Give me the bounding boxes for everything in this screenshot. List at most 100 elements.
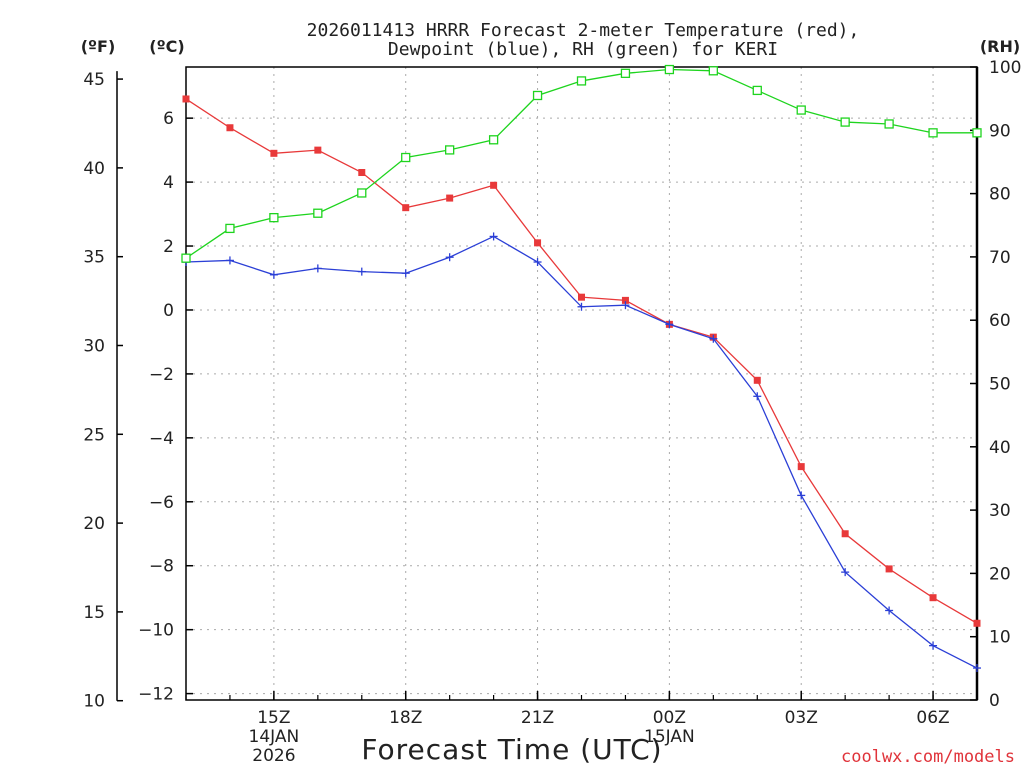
rh-point <box>532 90 543 101</box>
grid-lines <box>186 67 977 700</box>
fahrenheit-unit-label: (ºF) <box>81 37 116 56</box>
celsius-tick-label: 4 <box>163 173 174 193</box>
temperature-point <box>270 149 278 157</box>
rh-tick-label: 0 <box>989 691 1000 711</box>
dewpoint-line <box>185 235 978 669</box>
temperature-point <box>973 619 981 627</box>
dewpoint-point <box>269 270 278 279</box>
rh-point <box>401 152 411 163</box>
fahrenheit-tick-label: 30 <box>83 336 105 356</box>
dewpoint-point <box>665 320 674 329</box>
temperature-point <box>797 463 805 471</box>
fahrenheit-tick-label: 45 <box>83 70 105 90</box>
rh-point <box>357 188 367 198</box>
rh-point <box>752 85 762 96</box>
x-tick-date: 14JAN <box>249 727 300 747</box>
celsius-unit-label: (ºC) <box>149 37 184 56</box>
rh-point <box>488 135 499 145</box>
temperature-point <box>490 181 498 189</box>
dewpoint-point <box>709 334 718 343</box>
temperature-point <box>226 124 234 132</box>
dewpoint-point <box>357 267 366 276</box>
celsius-tick-label: 6 <box>163 109 174 129</box>
x-tick-label: 06Z <box>916 708 949 728</box>
x-tick-year: 2026 <box>252 746 295 766</box>
rh-point <box>884 119 894 129</box>
dewpoint-point <box>973 664 981 673</box>
x-tick-label: 18Z <box>389 708 422 728</box>
rh-tick-label: 10 <box>989 628 1011 648</box>
celsius-tick-label: −6 <box>149 493 174 513</box>
rh-point <box>269 213 279 223</box>
fahrenheit-tick-label: 10 <box>83 692 105 712</box>
rh-tick-label: 70 <box>989 248 1011 268</box>
rh-line <box>185 68 977 259</box>
rh-point <box>620 68 631 78</box>
plot-frame <box>185 66 978 701</box>
celsius-tick-label: 0 <box>163 301 174 321</box>
temperature-point <box>753 376 761 384</box>
dewpoint-point <box>753 392 762 401</box>
fahrenheit-tick-label: 40 <box>83 159 105 179</box>
credit-text: coolwx.com/models <box>841 747 1015 767</box>
rh-tick-label: 30 <box>989 501 1011 521</box>
fahrenheit-tick-label: 15 <box>83 603 105 623</box>
dewpoint-point <box>577 302 586 311</box>
temperature-point <box>885 565 893 573</box>
temperature-point <box>446 194 454 202</box>
rh-point <box>796 105 806 115</box>
dewpoint-point <box>225 256 234 265</box>
temperature-point <box>314 146 322 154</box>
dewpoint-point <box>797 491 806 500</box>
rh-point <box>445 145 455 155</box>
temperature-point <box>534 239 542 247</box>
x-axis-title: Forecast Time (UTC) <box>361 733 662 766</box>
x-tick-label: 21Z <box>521 708 554 728</box>
fahrenheit-tick-label: 20 <box>83 514 105 534</box>
dewpoint-point <box>929 641 938 650</box>
temperature-point <box>841 530 849 538</box>
dewpoint-point <box>401 269 410 278</box>
temperature-point <box>929 594 937 602</box>
rh-point <box>664 64 675 75</box>
celsius-tick-label: −10 <box>138 621 174 641</box>
temperature-point <box>402 204 410 212</box>
celsius-tick-label: −2 <box>149 365 174 385</box>
rh-tick-label: 60 <box>989 311 1011 331</box>
temperature-point <box>621 296 629 304</box>
rh-point <box>708 66 718 76</box>
rh-point <box>972 128 982 138</box>
temperature-point <box>358 169 366 176</box>
x-tick-date: 15JAN <box>644 727 695 747</box>
rh-point <box>313 208 323 218</box>
dewpoint-point <box>445 253 454 262</box>
x-tick-label: 15Z <box>257 708 290 728</box>
chart-title-line2: Dewpoint (blue), RH (green) for KERI <box>388 39 778 60</box>
dewpoint-point <box>885 606 894 615</box>
rh-tick-label: 80 <box>989 185 1011 205</box>
rh-point <box>181 253 191 263</box>
rh-point <box>840 117 850 127</box>
celsius-tick-label: −12 <box>138 685 174 705</box>
celsius-tick-label: −4 <box>149 429 174 449</box>
celsius-tick-label: −8 <box>149 557 174 577</box>
rh-tick-label: 100 <box>989 58 1021 78</box>
dewpoint-point <box>621 301 630 310</box>
rh-point <box>576 76 587 86</box>
rh-tick-label: 20 <box>989 564 1011 584</box>
rh-tick-label: 90 <box>989 121 1011 141</box>
celsius-tick-label: 2 <box>163 237 174 257</box>
data-series <box>181 64 982 673</box>
rh-tick-label: 40 <box>989 438 1011 458</box>
dewpoint-point <box>533 258 542 267</box>
rh-tick-label: 50 <box>989 375 1011 395</box>
temperature-point <box>182 95 190 103</box>
dewpoint-point <box>313 264 322 273</box>
dewpoint-point <box>489 232 498 241</box>
dewpoint-point <box>841 568 850 577</box>
fahrenheit-tick-label: 25 <box>83 425 105 445</box>
chart-title-line1: 2026011413 HRRR Forecast 2-meter Tempera… <box>307 20 860 41</box>
temperature-point <box>578 293 585 301</box>
